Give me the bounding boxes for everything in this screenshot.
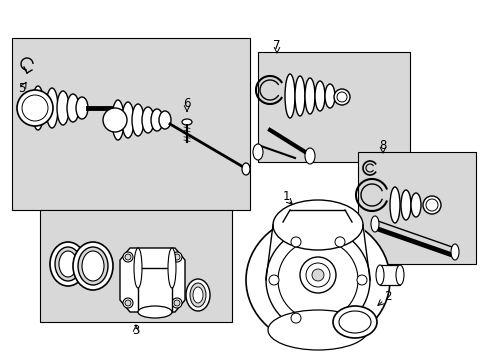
- Text: 2: 2: [384, 289, 391, 302]
- Bar: [12, 38, 249, 210]
- Ellipse shape: [285, 74, 294, 118]
- Circle shape: [334, 237, 345, 247]
- Ellipse shape: [159, 111, 171, 129]
- Ellipse shape: [132, 104, 143, 136]
- Ellipse shape: [375, 265, 383, 285]
- Ellipse shape: [389, 187, 399, 223]
- Ellipse shape: [185, 279, 209, 311]
- Bar: [357, 152, 475, 264]
- Circle shape: [103, 108, 127, 132]
- Circle shape: [125, 254, 131, 260]
- Ellipse shape: [245, 215, 389, 345]
- Circle shape: [174, 300, 180, 306]
- Ellipse shape: [32, 86, 44, 130]
- Ellipse shape: [314, 81, 325, 111]
- Ellipse shape: [400, 190, 410, 220]
- Text: 7: 7: [273, 39, 280, 51]
- Text: 5: 5: [18, 81, 26, 95]
- Circle shape: [311, 269, 324, 281]
- Circle shape: [305, 263, 329, 287]
- Circle shape: [172, 252, 182, 262]
- Text: 1: 1: [282, 189, 289, 202]
- Circle shape: [123, 252, 133, 262]
- Ellipse shape: [305, 148, 314, 164]
- Ellipse shape: [305, 78, 314, 114]
- Circle shape: [299, 257, 335, 293]
- Ellipse shape: [395, 265, 403, 285]
- Ellipse shape: [57, 91, 69, 125]
- Ellipse shape: [78, 247, 108, 285]
- Ellipse shape: [252, 144, 263, 160]
- Text: 8: 8: [379, 139, 386, 152]
- Ellipse shape: [112, 100, 124, 140]
- Circle shape: [336, 92, 346, 102]
- Ellipse shape: [46, 88, 58, 128]
- Ellipse shape: [332, 306, 376, 338]
- Circle shape: [356, 275, 366, 285]
- Ellipse shape: [73, 242, 113, 290]
- Ellipse shape: [410, 193, 420, 217]
- Bar: [138, 268, 172, 312]
- Ellipse shape: [450, 244, 458, 260]
- Circle shape: [333, 89, 349, 105]
- Ellipse shape: [55, 247, 81, 281]
- Ellipse shape: [59, 251, 77, 277]
- Ellipse shape: [50, 242, 86, 286]
- Circle shape: [125, 300, 131, 306]
- Ellipse shape: [168, 248, 176, 288]
- Circle shape: [425, 199, 437, 211]
- Polygon shape: [120, 248, 184, 312]
- Ellipse shape: [82, 251, 104, 281]
- Ellipse shape: [267, 310, 367, 350]
- Circle shape: [17, 90, 53, 126]
- Ellipse shape: [338, 311, 370, 333]
- Ellipse shape: [294, 76, 305, 116]
- Text: 3: 3: [132, 324, 140, 337]
- Text: 6: 6: [183, 96, 190, 109]
- Ellipse shape: [122, 102, 134, 138]
- Ellipse shape: [242, 163, 249, 175]
- Ellipse shape: [370, 216, 378, 232]
- Ellipse shape: [67, 94, 79, 122]
- Circle shape: [265, 228, 369, 332]
- Circle shape: [22, 95, 48, 121]
- Ellipse shape: [272, 200, 362, 250]
- Bar: [40, 210, 231, 322]
- Ellipse shape: [76, 97, 88, 119]
- Ellipse shape: [151, 109, 163, 131]
- Circle shape: [174, 254, 180, 260]
- Bar: [379, 265, 399, 285]
- Circle shape: [172, 298, 182, 308]
- Ellipse shape: [138, 306, 172, 318]
- Circle shape: [422, 196, 440, 214]
- Circle shape: [334, 313, 345, 323]
- Ellipse shape: [325, 84, 334, 108]
- Ellipse shape: [193, 287, 203, 303]
- Ellipse shape: [190, 283, 205, 307]
- Ellipse shape: [134, 248, 142, 288]
- Circle shape: [268, 275, 279, 285]
- Circle shape: [278, 240, 357, 320]
- Ellipse shape: [182, 119, 192, 125]
- Ellipse shape: [142, 107, 154, 133]
- Bar: [258, 52, 409, 162]
- Circle shape: [290, 237, 301, 247]
- Circle shape: [290, 313, 301, 323]
- Circle shape: [123, 298, 133, 308]
